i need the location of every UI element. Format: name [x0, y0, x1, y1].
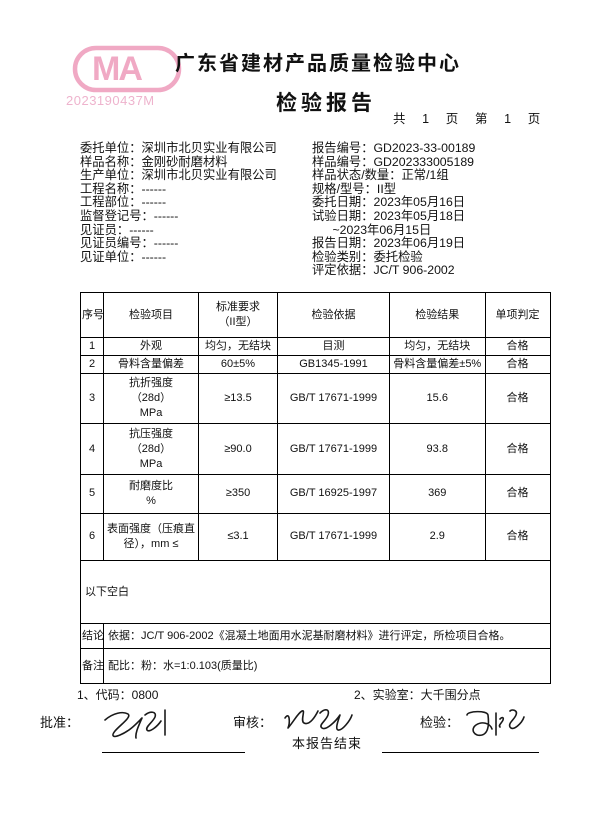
svg-text:MA: MA — [92, 50, 142, 88]
